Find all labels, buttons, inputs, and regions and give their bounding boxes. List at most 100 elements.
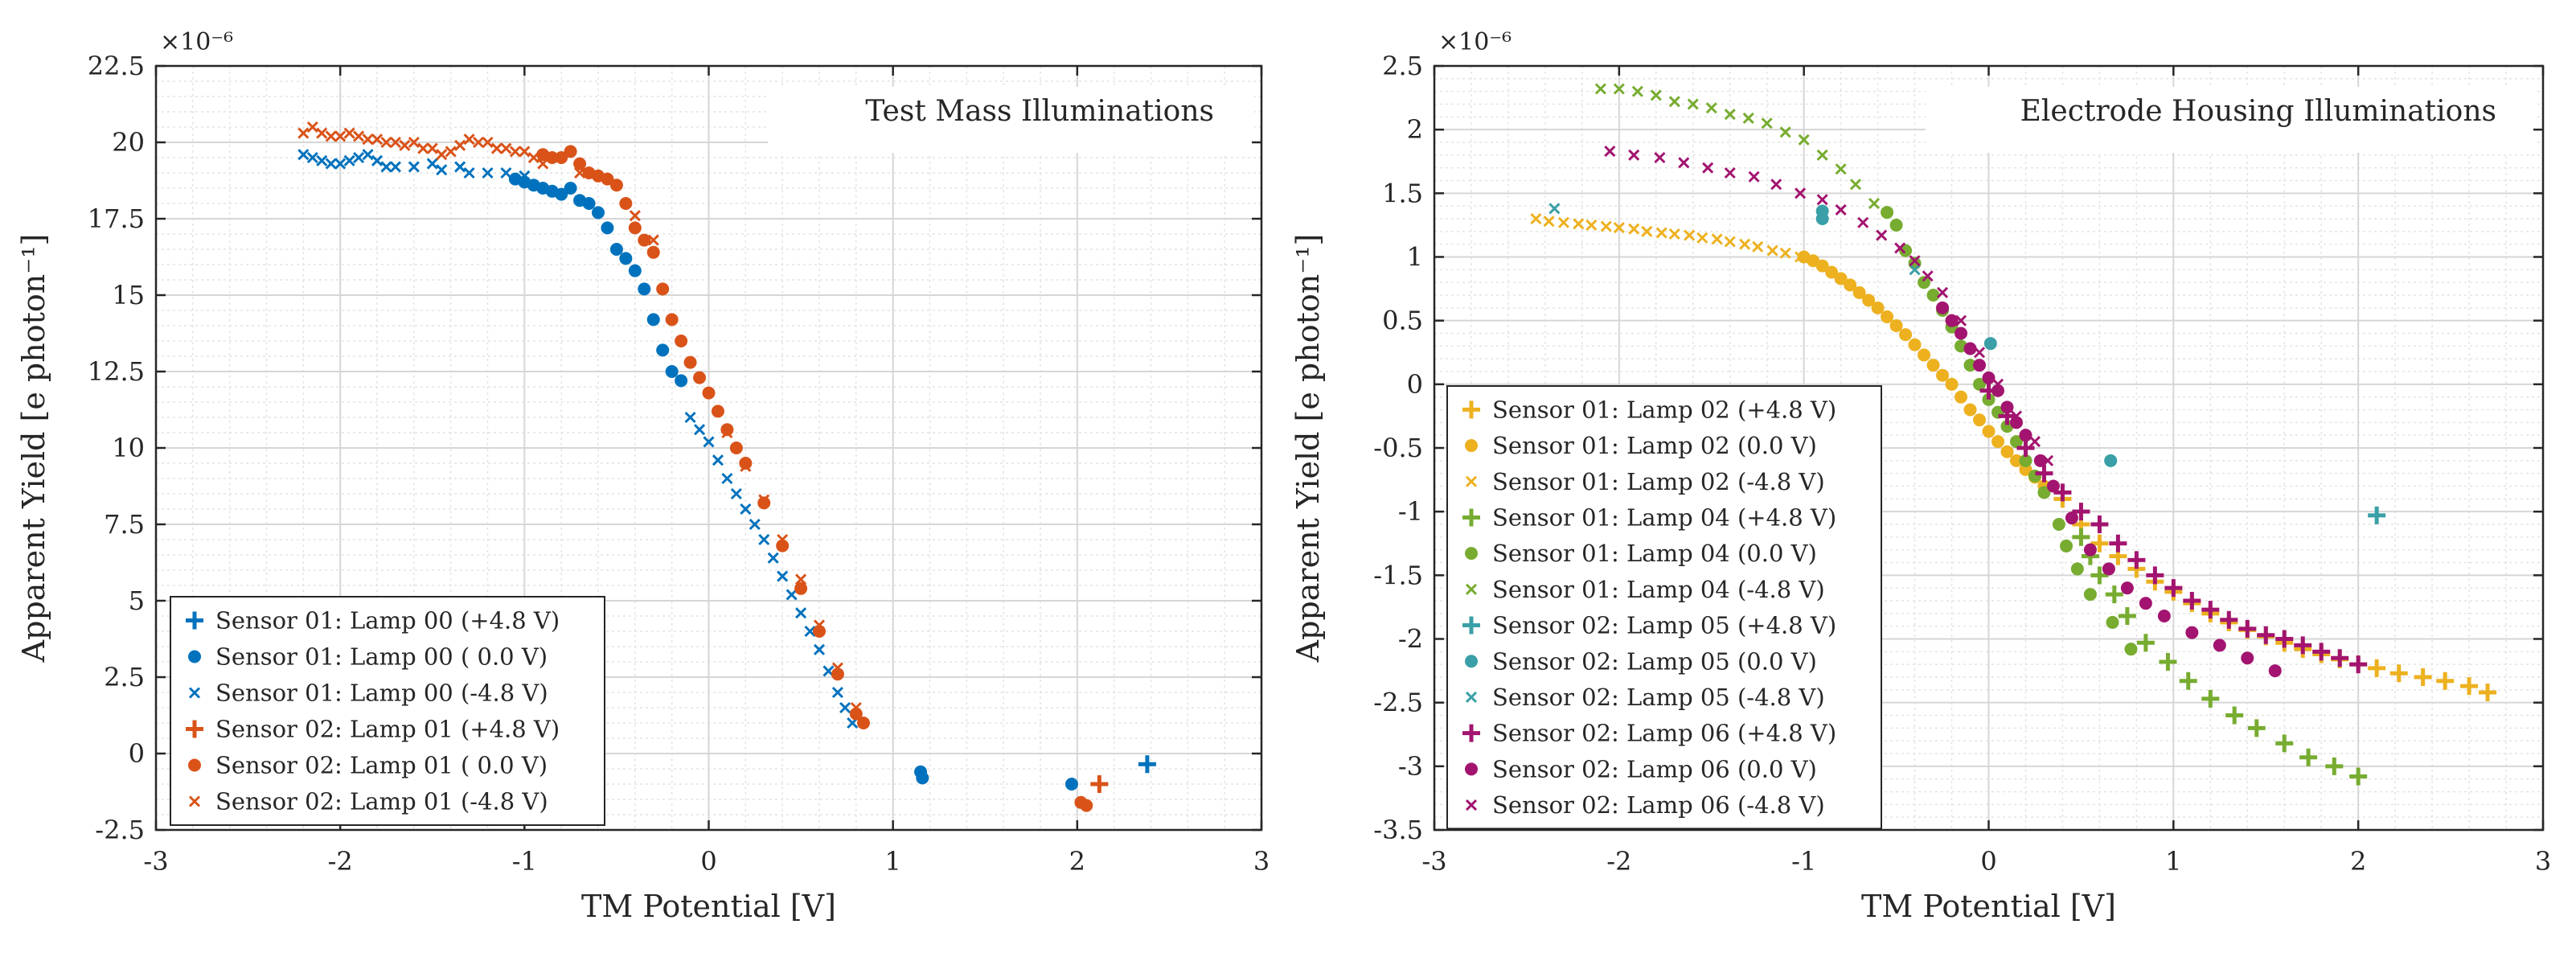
data-point xyxy=(740,503,752,515)
data-point xyxy=(297,127,310,139)
data-point xyxy=(684,411,696,424)
legend-label: Sensor 01: Lamp 00 (-4.8 V) xyxy=(215,680,548,707)
legend-marker xyxy=(1465,691,1478,704)
data-point xyxy=(1742,112,1754,124)
data-point xyxy=(417,142,429,154)
x-tick-label: 1 xyxy=(2165,846,2181,877)
data-point xyxy=(1982,425,1996,438)
data-point xyxy=(555,151,568,164)
data-point xyxy=(675,374,688,388)
data-point xyxy=(1876,229,1888,241)
data-point xyxy=(2238,619,2257,638)
data-point xyxy=(2065,511,2078,525)
data-point xyxy=(2109,534,2127,552)
data-point xyxy=(1650,89,1662,101)
data-point xyxy=(2090,566,2109,585)
data-point xyxy=(1825,265,1839,279)
data-point xyxy=(2000,400,2014,414)
data-point xyxy=(1894,242,1906,254)
data-point xyxy=(1963,342,1977,355)
series-11 xyxy=(1604,146,2054,466)
data-point xyxy=(786,589,798,601)
legend-marker xyxy=(1465,799,1478,811)
data-point xyxy=(2349,767,2368,786)
data-point xyxy=(721,472,733,485)
data-point xyxy=(721,426,733,439)
data-point xyxy=(325,130,337,142)
data-point xyxy=(2009,416,2023,429)
data-point xyxy=(2028,436,2041,448)
data-point xyxy=(306,121,318,133)
data-point xyxy=(2019,462,2032,476)
data-point xyxy=(1711,233,1723,245)
data-point xyxy=(1936,368,1950,382)
x-tick-label: -2 xyxy=(1606,846,1631,877)
data-point xyxy=(2136,634,2155,652)
data-point xyxy=(1982,371,1996,384)
data-point xyxy=(1543,216,1555,228)
data-point xyxy=(2225,706,2244,725)
data-point xyxy=(2070,562,2084,576)
data-point xyxy=(2127,551,2146,569)
data-point xyxy=(2000,445,2014,458)
series-4 xyxy=(536,145,1093,812)
series-9 xyxy=(1979,381,2368,674)
data-point xyxy=(601,221,614,235)
data-point xyxy=(1654,151,1666,164)
data-point xyxy=(1613,83,1625,95)
y-tick-label: -0.5 xyxy=(1373,433,1423,463)
data-point xyxy=(472,136,485,149)
y-tick-label: 20 xyxy=(112,127,145,158)
data-point xyxy=(1798,133,1810,146)
data-point xyxy=(1868,197,1881,210)
data-point xyxy=(629,210,641,222)
data-point xyxy=(490,142,503,154)
legend-item: Sensor 02: Lamp 05 (+4.8 V) xyxy=(1462,612,1836,639)
data-point xyxy=(757,496,771,510)
data-point xyxy=(2275,630,2294,648)
data-point xyxy=(2414,668,2432,686)
data-point xyxy=(777,570,789,582)
data-point xyxy=(1918,276,1931,290)
series-7 xyxy=(1815,204,2118,467)
data-point xyxy=(2220,610,2238,629)
x-tick-label: -1 xyxy=(512,846,537,877)
data-point xyxy=(1779,247,1791,259)
data-point xyxy=(1668,228,1680,240)
data-point xyxy=(1815,212,1829,225)
test-mass-chart: Test Mass Illuminations -3 -2 -1 0 1 2 3 -2.5 0 2.… xyxy=(16,28,1270,924)
data-point xyxy=(1963,359,1977,372)
legend-label: Sensor 01: Lamp 04 (0.0 V) xyxy=(1492,540,1817,567)
data-point xyxy=(325,158,337,170)
data-point xyxy=(703,436,715,448)
data-point xyxy=(2053,483,2072,502)
data-point xyxy=(1779,126,1791,138)
data-point xyxy=(545,151,559,164)
y-axis-label: Apparent Yield [e photon⁻¹] xyxy=(16,234,51,663)
data-point xyxy=(758,533,770,546)
data-point xyxy=(2241,651,2254,665)
legend-item: Sensor 02: Lamp 01 ( 0.0 V) xyxy=(188,752,548,779)
data-point xyxy=(1678,157,1690,169)
data-point xyxy=(609,243,623,256)
data-point xyxy=(1983,337,1997,351)
data-point xyxy=(2104,454,2118,467)
data-point xyxy=(1844,278,1857,292)
legend-item: Sensor 02: Lamp 06 (-4.8 V) xyxy=(1465,791,1825,819)
data-point xyxy=(1857,216,1869,228)
legend-item: Sensor 02: Lamp 05 (-4.8 V) xyxy=(1465,684,1825,711)
data-point xyxy=(1766,244,1778,257)
y-tick-label: 22.5 xyxy=(88,51,145,81)
data-point xyxy=(436,164,448,176)
data-point xyxy=(2157,610,2171,622)
data-point xyxy=(601,172,614,186)
data-point xyxy=(1557,216,1569,228)
data-point xyxy=(2120,581,2134,595)
chart-title: Electrode Housing Illuminations xyxy=(2020,95,2496,128)
data-point xyxy=(1834,272,1848,285)
data-point xyxy=(2164,579,2183,598)
data-point xyxy=(1955,390,1968,404)
data-point xyxy=(749,518,761,531)
data-point xyxy=(1835,203,1847,216)
data-point xyxy=(1702,162,1714,174)
